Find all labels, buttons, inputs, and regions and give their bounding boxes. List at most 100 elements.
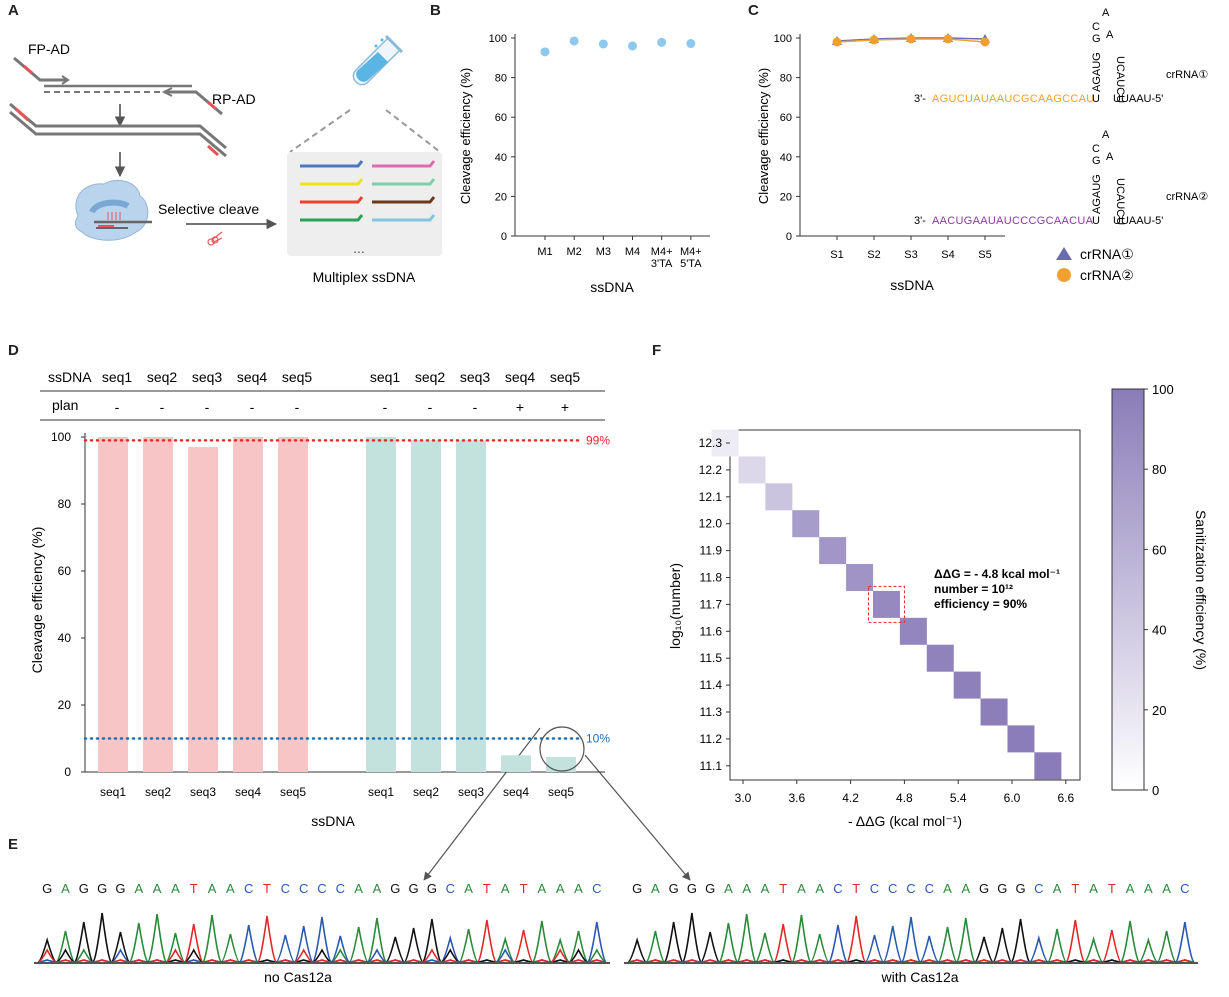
test-tube-icon [352,34,404,86]
loop-base: A [1106,151,1114,163]
header-seq-label: seq4 [505,369,536,385]
x-axis-label: ssDNA [311,813,355,829]
base-call: A [373,881,382,896]
base-call: A [761,881,770,896]
circle-marker [980,37,990,47]
stem-end-base: U [1092,93,1100,105]
heatmap-cell [819,537,847,565]
base-call: G [669,881,679,896]
legend-marker-circle [1057,268,1071,282]
header-plan-value: - [383,399,388,415]
bar [143,437,173,772]
loop-base: C [1092,143,1100,155]
ssdna-strand [372,214,436,222]
y-tick-label: 11.2 [700,732,723,746]
bar [98,437,128,772]
base-call: C [833,881,842,896]
x-tick-label: seq4 [503,785,529,799]
base-call: T [1108,881,1116,896]
x-tick-label: 6.6 [1057,791,1074,805]
y-tick-label: 0 [786,231,792,243]
zoom-arrow-right [584,754,691,881]
x-tick-label: seq5 [548,785,574,799]
heatmap-cell [926,644,954,672]
loop-base: G [1092,155,1101,167]
base-call: C [281,881,290,896]
x-tick-label: 5'TA [680,258,702,270]
base-call: A [742,881,751,896]
base-call: G [632,881,642,896]
colorbar [1111,388,1145,791]
zoom-circle [539,726,585,772]
bar [188,447,218,772]
colorbar-tick-label: 80 [1152,462,1166,477]
panel-letter-c: C [748,2,759,19]
y-axis-label: Cleavage efficiency (%) [756,68,771,204]
base-call: G [409,881,419,896]
base-call: C [244,881,253,896]
header-seq-label: seq3 [460,369,491,385]
fp-ad-label: FP-AD [28,41,70,57]
data-point [657,37,667,47]
base-call: T [483,881,491,896]
x-tick-label: 5.4 [950,791,967,805]
crrna-spacer-sequence: AGUCUAUAAUCGCAAGCCAU [932,93,1094,105]
panel-e-chromatograms: G A G G G A A A T A A C T C C C C A A G G G C A T A T A A A Cno Cas12a… [34,881,1198,985]
base-call: C [906,881,915,896]
base-call: A [226,881,235,896]
crrna-tail: UUAAU-5' [1113,93,1163,105]
stem-left: AGAUG [1091,174,1103,214]
base-call: G [705,881,715,896]
base-call: A [501,881,510,896]
bar [501,755,531,772]
stem-left: AGAUG [1091,52,1103,92]
y-tick-label: 100 [489,33,507,45]
base-call: G [687,881,697,896]
ssdna-strand [300,178,364,186]
base-call: C [870,881,879,896]
bar [366,437,396,772]
colorbar-tick-label: 0 [1152,783,1159,798]
base-call: A [464,881,473,896]
y-axis-label: log₁₀(number) [667,563,683,649]
base-call: A [815,881,824,896]
base-call: C [592,881,601,896]
x-tick-label: M4+ [651,246,673,258]
ssdna-strand [372,196,436,204]
base-call: A [171,881,180,896]
circle-marker [869,35,879,45]
base-call: G [390,881,400,896]
header-plan-label: plan [52,397,78,413]
x-tick-label: 3.6 [788,791,805,805]
highlight-box [867,585,905,623]
colorbar-tick-label: 40 [1152,623,1166,638]
bar [546,756,576,772]
base-call: A [1126,881,1135,896]
y-tick-label: 40 [58,631,72,645]
x-tick-label: M1 [537,246,552,258]
x-tick-label: S1 [830,249,843,261]
base-call: A [134,881,143,896]
x-tick-label: 3.0 [735,791,752,805]
header-seq-label: seq5 [550,369,581,385]
structure-prefix: 3'- [914,215,926,227]
header-seq-label: seq1 [370,369,401,385]
base-call: A [574,881,583,896]
y-tick-label: 20 [58,698,72,712]
base-call: T [190,881,198,896]
y-tick-label: 11.1 [700,759,723,773]
circle-marker [906,34,916,44]
y-tick-label: 80 [780,73,792,85]
x-tick-label: S3 [904,249,917,261]
heatmap-cell [1007,725,1035,753]
y-tick-label: 60 [495,112,507,124]
y-tick-label: 100 [51,430,71,444]
base-call: G [97,881,107,896]
y-tick-label: 0 [64,765,71,779]
y-tick-label: 11.8 [700,571,723,585]
annotation-text: number = 10¹² [934,582,1013,596]
heatmap-cell [899,617,927,645]
data-point [569,36,579,46]
y-tick-label: 11.3 [700,705,723,719]
